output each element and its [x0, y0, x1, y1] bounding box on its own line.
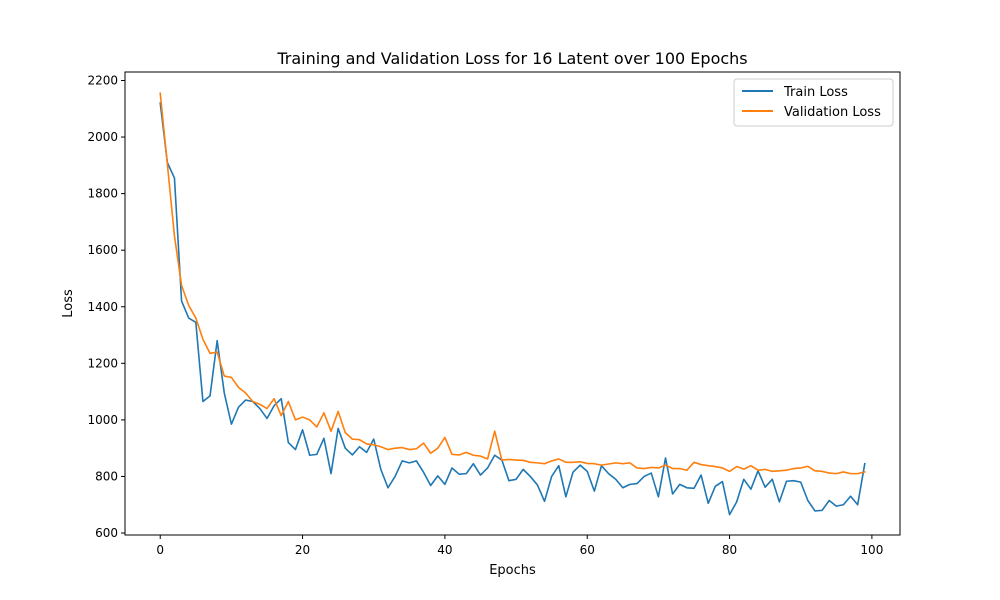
y-tick-label: 2000: [87, 130, 118, 144]
series-line-1: [159, 92, 866, 475]
x-axis-ticks: 0 20 40 60 80 100: [156, 535, 883, 557]
x-tick-label: 60: [580, 543, 595, 557]
y-tick-label: 1600: [87, 243, 118, 257]
series-layer: [159, 92, 866, 516]
y-tick-label: 1200: [87, 356, 118, 370]
y-axis-ticks: 600 800 1000 1200 1400 1600 1800 2000 2200: [87, 73, 125, 540]
y-tick-label: 1800: [87, 187, 118, 201]
y-tick-label: 800: [95, 469, 118, 483]
legend: Train Loss Validation Loss: [733, 78, 894, 127]
y-tick-label: 2200: [87, 73, 118, 87]
legend-label-train: Train Loss: [783, 85, 848, 100]
x-tick-label: 20: [295, 543, 310, 557]
x-tick-label: 100: [860, 543, 883, 557]
x-tick-label: 40: [437, 543, 452, 557]
y-tick-label: 1400: [87, 300, 118, 314]
x-tick-label: 0: [156, 543, 164, 557]
x-axis-title: Epochs: [489, 563, 536, 578]
legend-box: [733, 78, 894, 127]
y-tick-label: 1000: [87, 413, 118, 427]
legend-label-validation: Validation Loss: [784, 105, 881, 120]
x-tick-label: 80: [722, 543, 737, 557]
plot-area-frame: [124, 71, 901, 536]
chart-title: Training and Validation Loss for 16 Late…: [276, 49, 747, 68]
y-axis-title: Loss: [61, 289, 76, 318]
y-tick-label: 600: [95, 526, 118, 540]
series-line-0: [159, 102, 866, 516]
